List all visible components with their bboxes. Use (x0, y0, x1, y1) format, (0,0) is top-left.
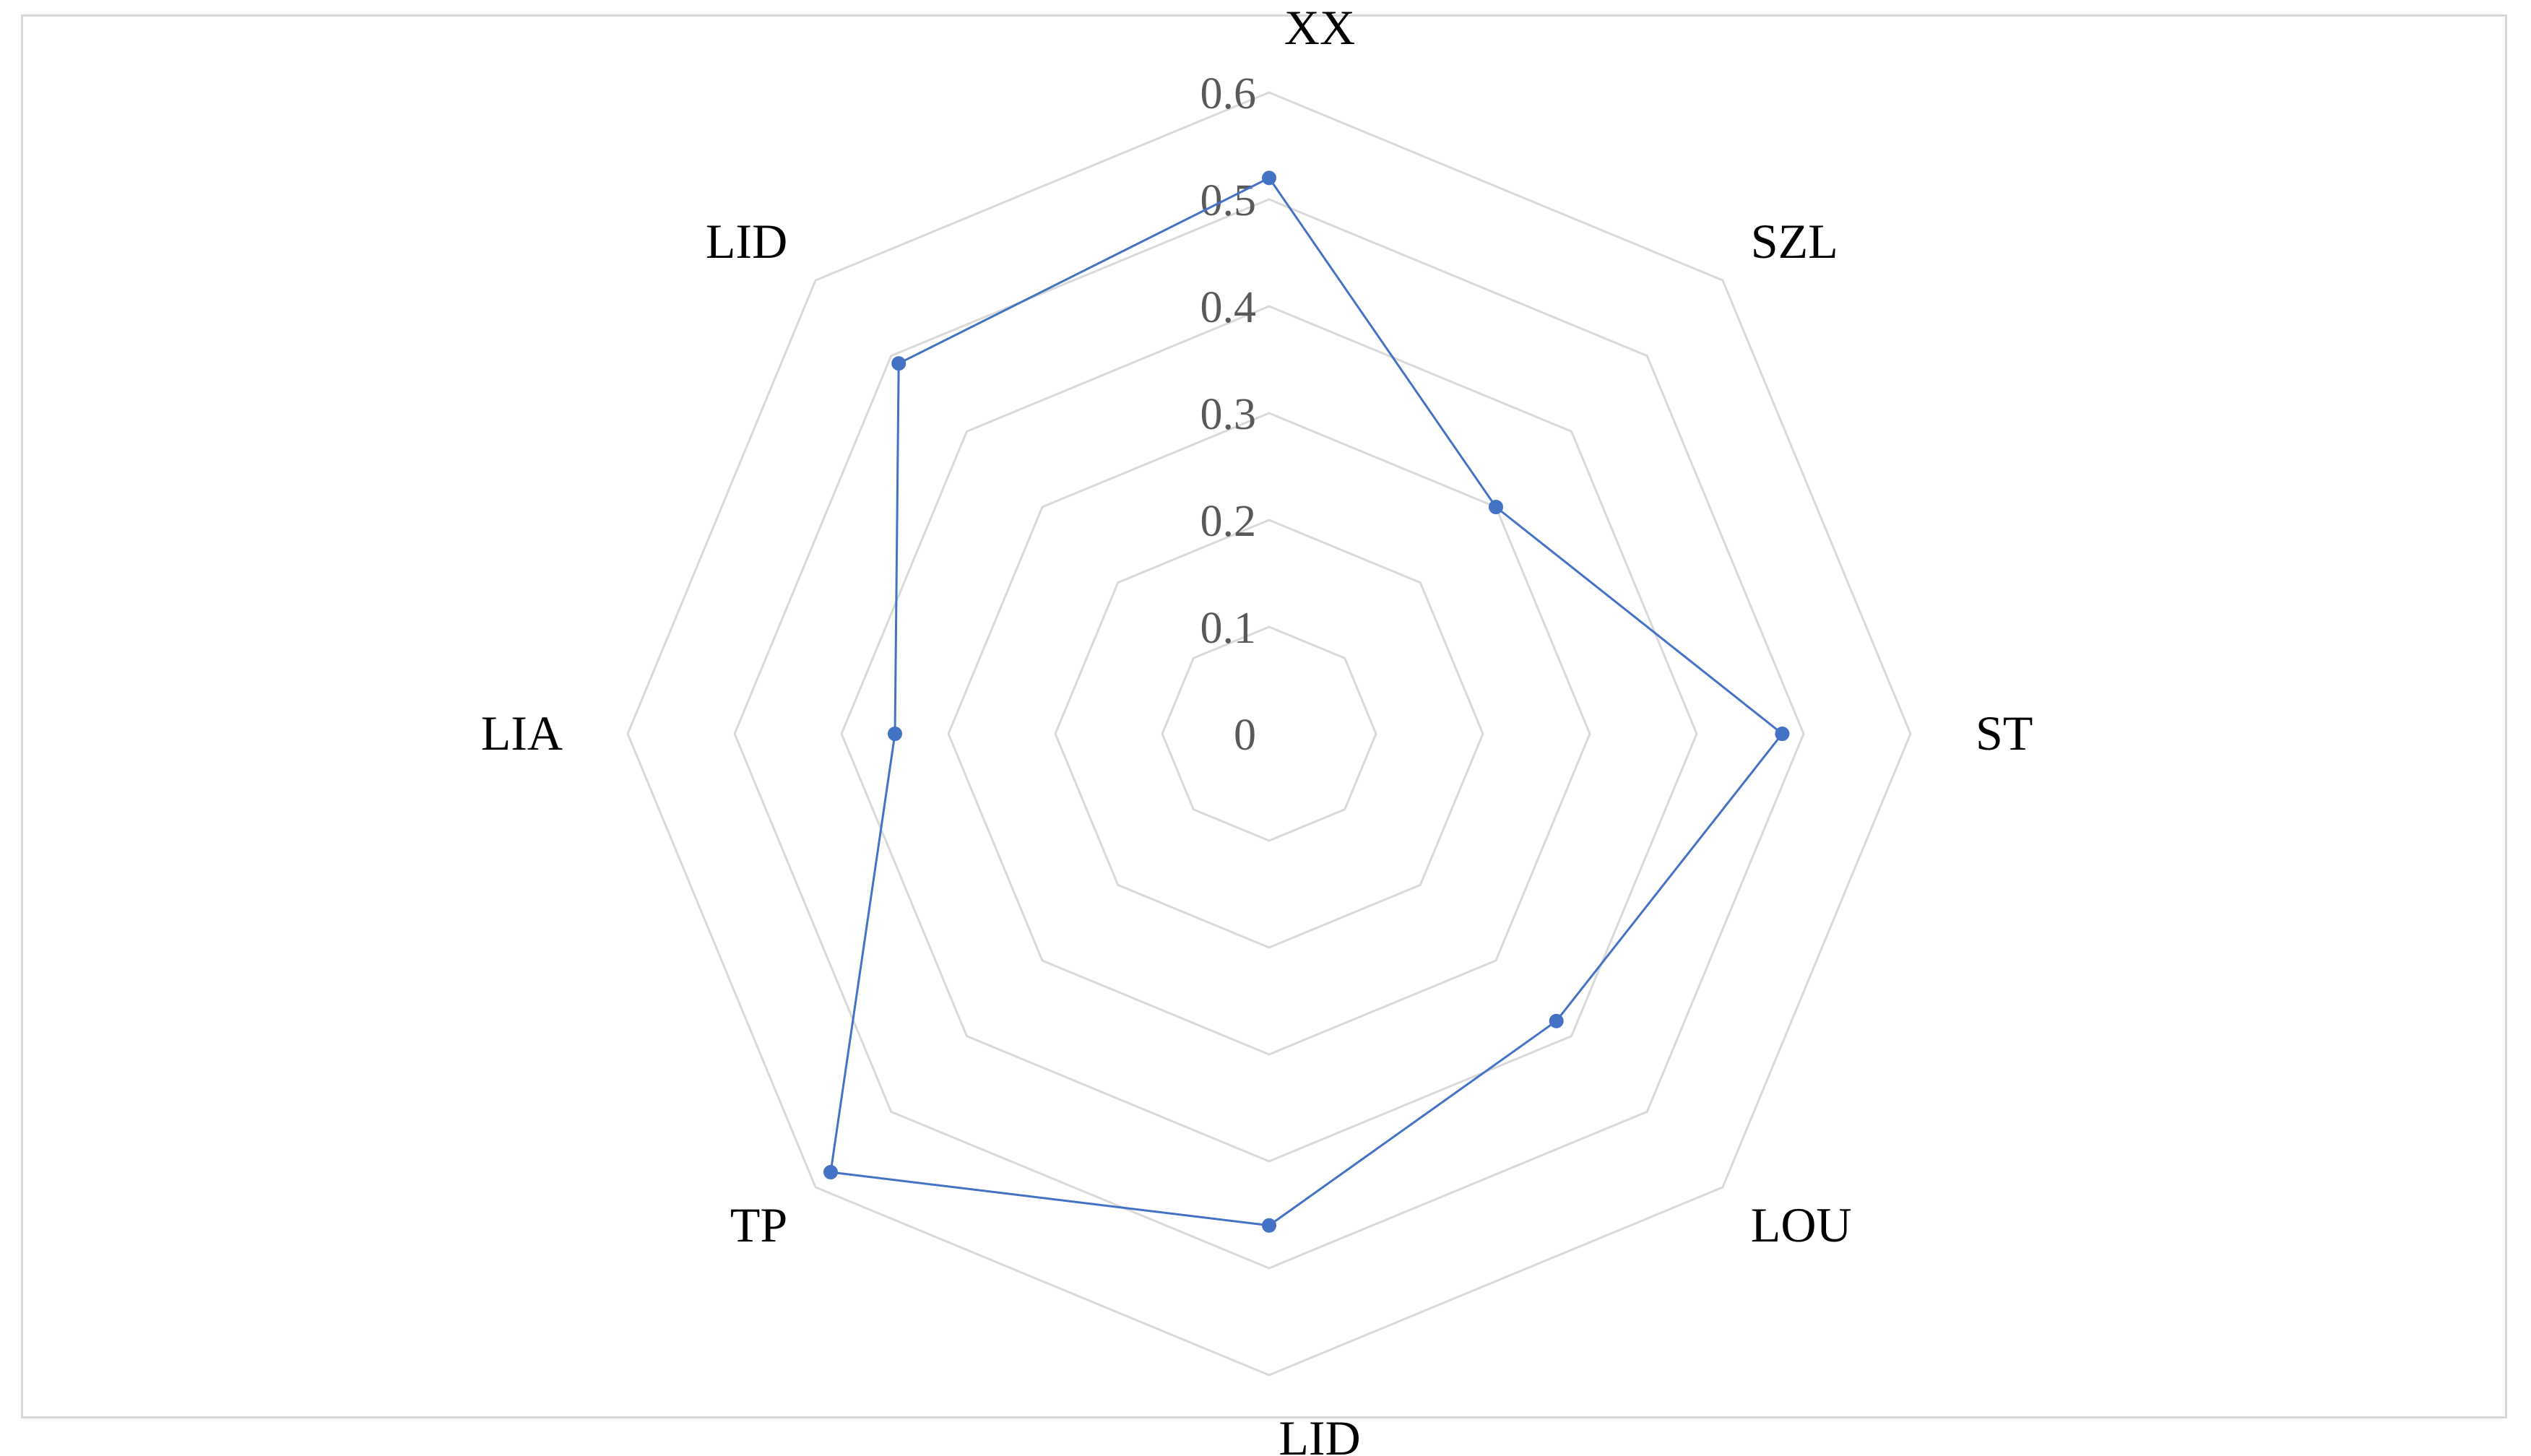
tick-label-1: 0.1 (1200, 604, 1257, 653)
tick-label-2: 0.2 (1200, 497, 1257, 546)
data-point-6 (888, 727, 902, 741)
series-line-0 (829, 176, 1783, 1227)
category-label-2: ST (1976, 706, 2033, 760)
category-label-6: LIA (481, 706, 563, 760)
data-point-7 (891, 356, 907, 371)
category-labels: XX SZL ST LOU LID TP LIA LID (481, 0, 2033, 1456)
category-label-0: XX (1284, 0, 1355, 55)
tick-label-0: 0 (1234, 711, 1256, 760)
grid-ring-1 (1161, 625, 1377, 842)
grid-rings (626, 91, 1912, 1377)
tick-label-6: 0.6 (1200, 69, 1257, 118)
grid-ring-4 (840, 305, 1698, 1163)
category-label-3: LOU (1751, 1197, 1852, 1252)
series-layer (823, 170, 1790, 1233)
grid-ring-3 (947, 412, 1591, 1056)
category-label-4: LID (1279, 1410, 1360, 1456)
data-point-1 (1489, 500, 1503, 514)
grid-ring-5 (733, 198, 1805, 1270)
tick-label-3: 0.3 (1200, 390, 1257, 439)
tick-label-5: 0.5 (1200, 176, 1257, 225)
data-point-4 (1262, 1218, 1276, 1233)
data-point-0 (1262, 170, 1276, 186)
radial-tick-labels: 0 0.1 0.2 0.3 0.4 0.5 0.6 (1200, 69, 1257, 760)
data-point-3 (1549, 1013, 1564, 1028)
category-label-5: TP (730, 1197, 787, 1252)
data-point-2 (1775, 727, 1790, 741)
tick-label-4: 0.4 (1200, 283, 1257, 332)
category-label-1: SZL (1751, 214, 1838, 269)
chart-frame (21, 14, 2507, 1418)
grid-ring-2 (1054, 519, 1484, 949)
category-label-7: LID (706, 214, 787, 269)
grid-ring-6 (626, 91, 1912, 1377)
data-point-5 (823, 1165, 838, 1179)
